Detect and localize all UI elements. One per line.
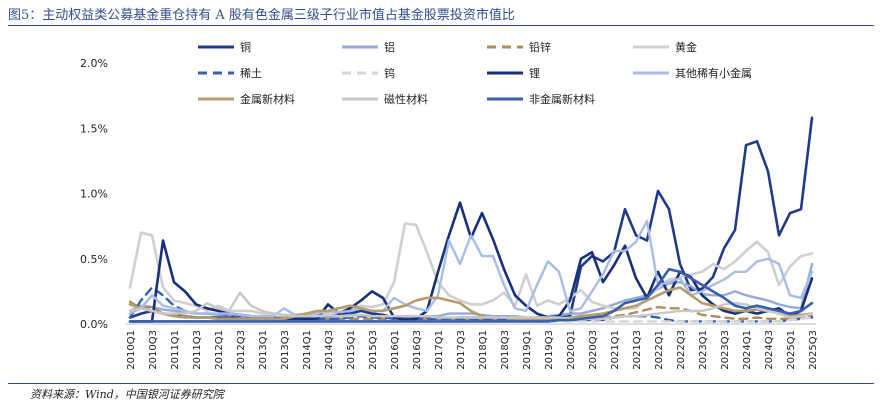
legend-label: 其他稀有小金属 (675, 66, 752, 80)
legend-item: 铅锌 (487, 40, 551, 54)
legend-item: 磁性材料 (342, 92, 428, 106)
x-tick-label: 2024Q3 (764, 330, 775, 370)
legend-label: 稀土 (240, 67, 262, 80)
x-tick-label: 2018Q3 (500, 330, 511, 370)
x-tick-label: 2024Q1 (742, 330, 753, 370)
legend-item: 铜 (198, 40, 251, 54)
legend-label: 铜 (240, 40, 251, 54)
x-tick-label: 2013Q3 (280, 330, 291, 370)
x-axis: 2010Q1 2010Q3 2011Q1 2011Q3 2012Q1 2012Q3 2013… (126, 323, 819, 370)
x-tick-label: 2022Q3 (676, 330, 687, 370)
x-tick-label: 2021Q1 (610, 330, 621, 370)
y-tick-label: 1.0% (80, 188, 108, 201)
series-line (128, 286, 814, 321)
x-tick-label: 2019Q1 (522, 330, 533, 370)
y-tick-label: 0.0% (80, 318, 108, 331)
x-tick-label: 2015Q1 (346, 330, 357, 370)
x-tick-label: 2025Q3 (808, 330, 819, 370)
legend-label: 金属新材料 (240, 92, 295, 106)
x-tick-label: 2010Q1 (126, 330, 137, 370)
x-tick-label: 2013Q1 (258, 330, 269, 370)
legend-label: 黄金 (675, 40, 697, 54)
x-tick-label: 2020Q3 (588, 330, 599, 370)
series-line (128, 291, 814, 320)
x-tick-label: 2016Q3 (412, 330, 423, 370)
y-tick-label: 1.5% (80, 122, 108, 135)
legend-label: 磁性材料 (384, 92, 428, 106)
x-tick-label: 2022Q1 (654, 330, 665, 370)
legend-item: 铝 (342, 40, 395, 54)
legend-item: 稀土 (198, 67, 262, 80)
y-tick-label: 2.0% (80, 57, 108, 70)
x-tick-label: 2025Q1 (786, 330, 797, 370)
x-tick-label: 2012Q3 (236, 330, 247, 370)
legend-label: 钨 (384, 67, 395, 80)
x-tick-label: 2023Q3 (720, 330, 731, 370)
title-divider (8, 25, 874, 26)
source-note: 资料来源：Wind，中国银河证券研究院 (30, 388, 224, 401)
x-tick-label: 2017Q3 (456, 330, 467, 370)
chart-title: 图5：主动权益类公募基金重仓持有 A 股有色金属三级子行业市值占基金股票投资市值… (8, 8, 515, 23)
x-tick-label: 2020Q1 (566, 330, 577, 370)
x-tick-label: 2014Q3 (324, 330, 335, 370)
legend-item: 钨 (342, 67, 395, 80)
x-tick-label: 2011Q1 (170, 330, 181, 370)
x-tick-label: 2023Q1 (698, 330, 709, 370)
x-tick-label: 2012Q1 (214, 330, 225, 370)
y-tick-label: 0.5% (80, 253, 108, 266)
legend-item: 金属新材料 (198, 92, 295, 106)
x-tick-label: 2019Q3 (544, 330, 555, 370)
y-axis: 0.0% 0.5% 1.0% 1.5% 2.0% (80, 57, 108, 331)
plot-area (128, 116, 814, 323)
series-line (128, 222, 814, 318)
x-tick-label: 2016Q1 (390, 330, 401, 370)
legend-label: 非金属新材料 (529, 92, 595, 106)
legend-item: 黄金 (633, 40, 697, 54)
x-tick-label: 2021Q3 (632, 330, 643, 370)
legend-label: 铅锌 (529, 40, 551, 54)
x-tick-label: 2015Q3 (368, 330, 379, 370)
x-tick-label: 2011Q3 (192, 330, 203, 370)
legend-item: 其他稀有小金属 (633, 66, 752, 80)
x-tick-label: 2017Q1 (434, 330, 445, 370)
footer-divider (8, 383, 874, 384)
x-tick-label: 2010Q3 (148, 330, 159, 370)
legend-label: 锂 (529, 66, 540, 80)
legend-item: 锂 (487, 66, 540, 80)
series-line (128, 219, 814, 318)
x-tick-label: 2018Q1 (478, 330, 489, 370)
legend-item: 非金属新材料 (487, 92, 595, 106)
series-line (128, 267, 814, 323)
x-tick-label: 2014Q1 (302, 330, 313, 370)
legend-label: 铝 (384, 40, 395, 54)
